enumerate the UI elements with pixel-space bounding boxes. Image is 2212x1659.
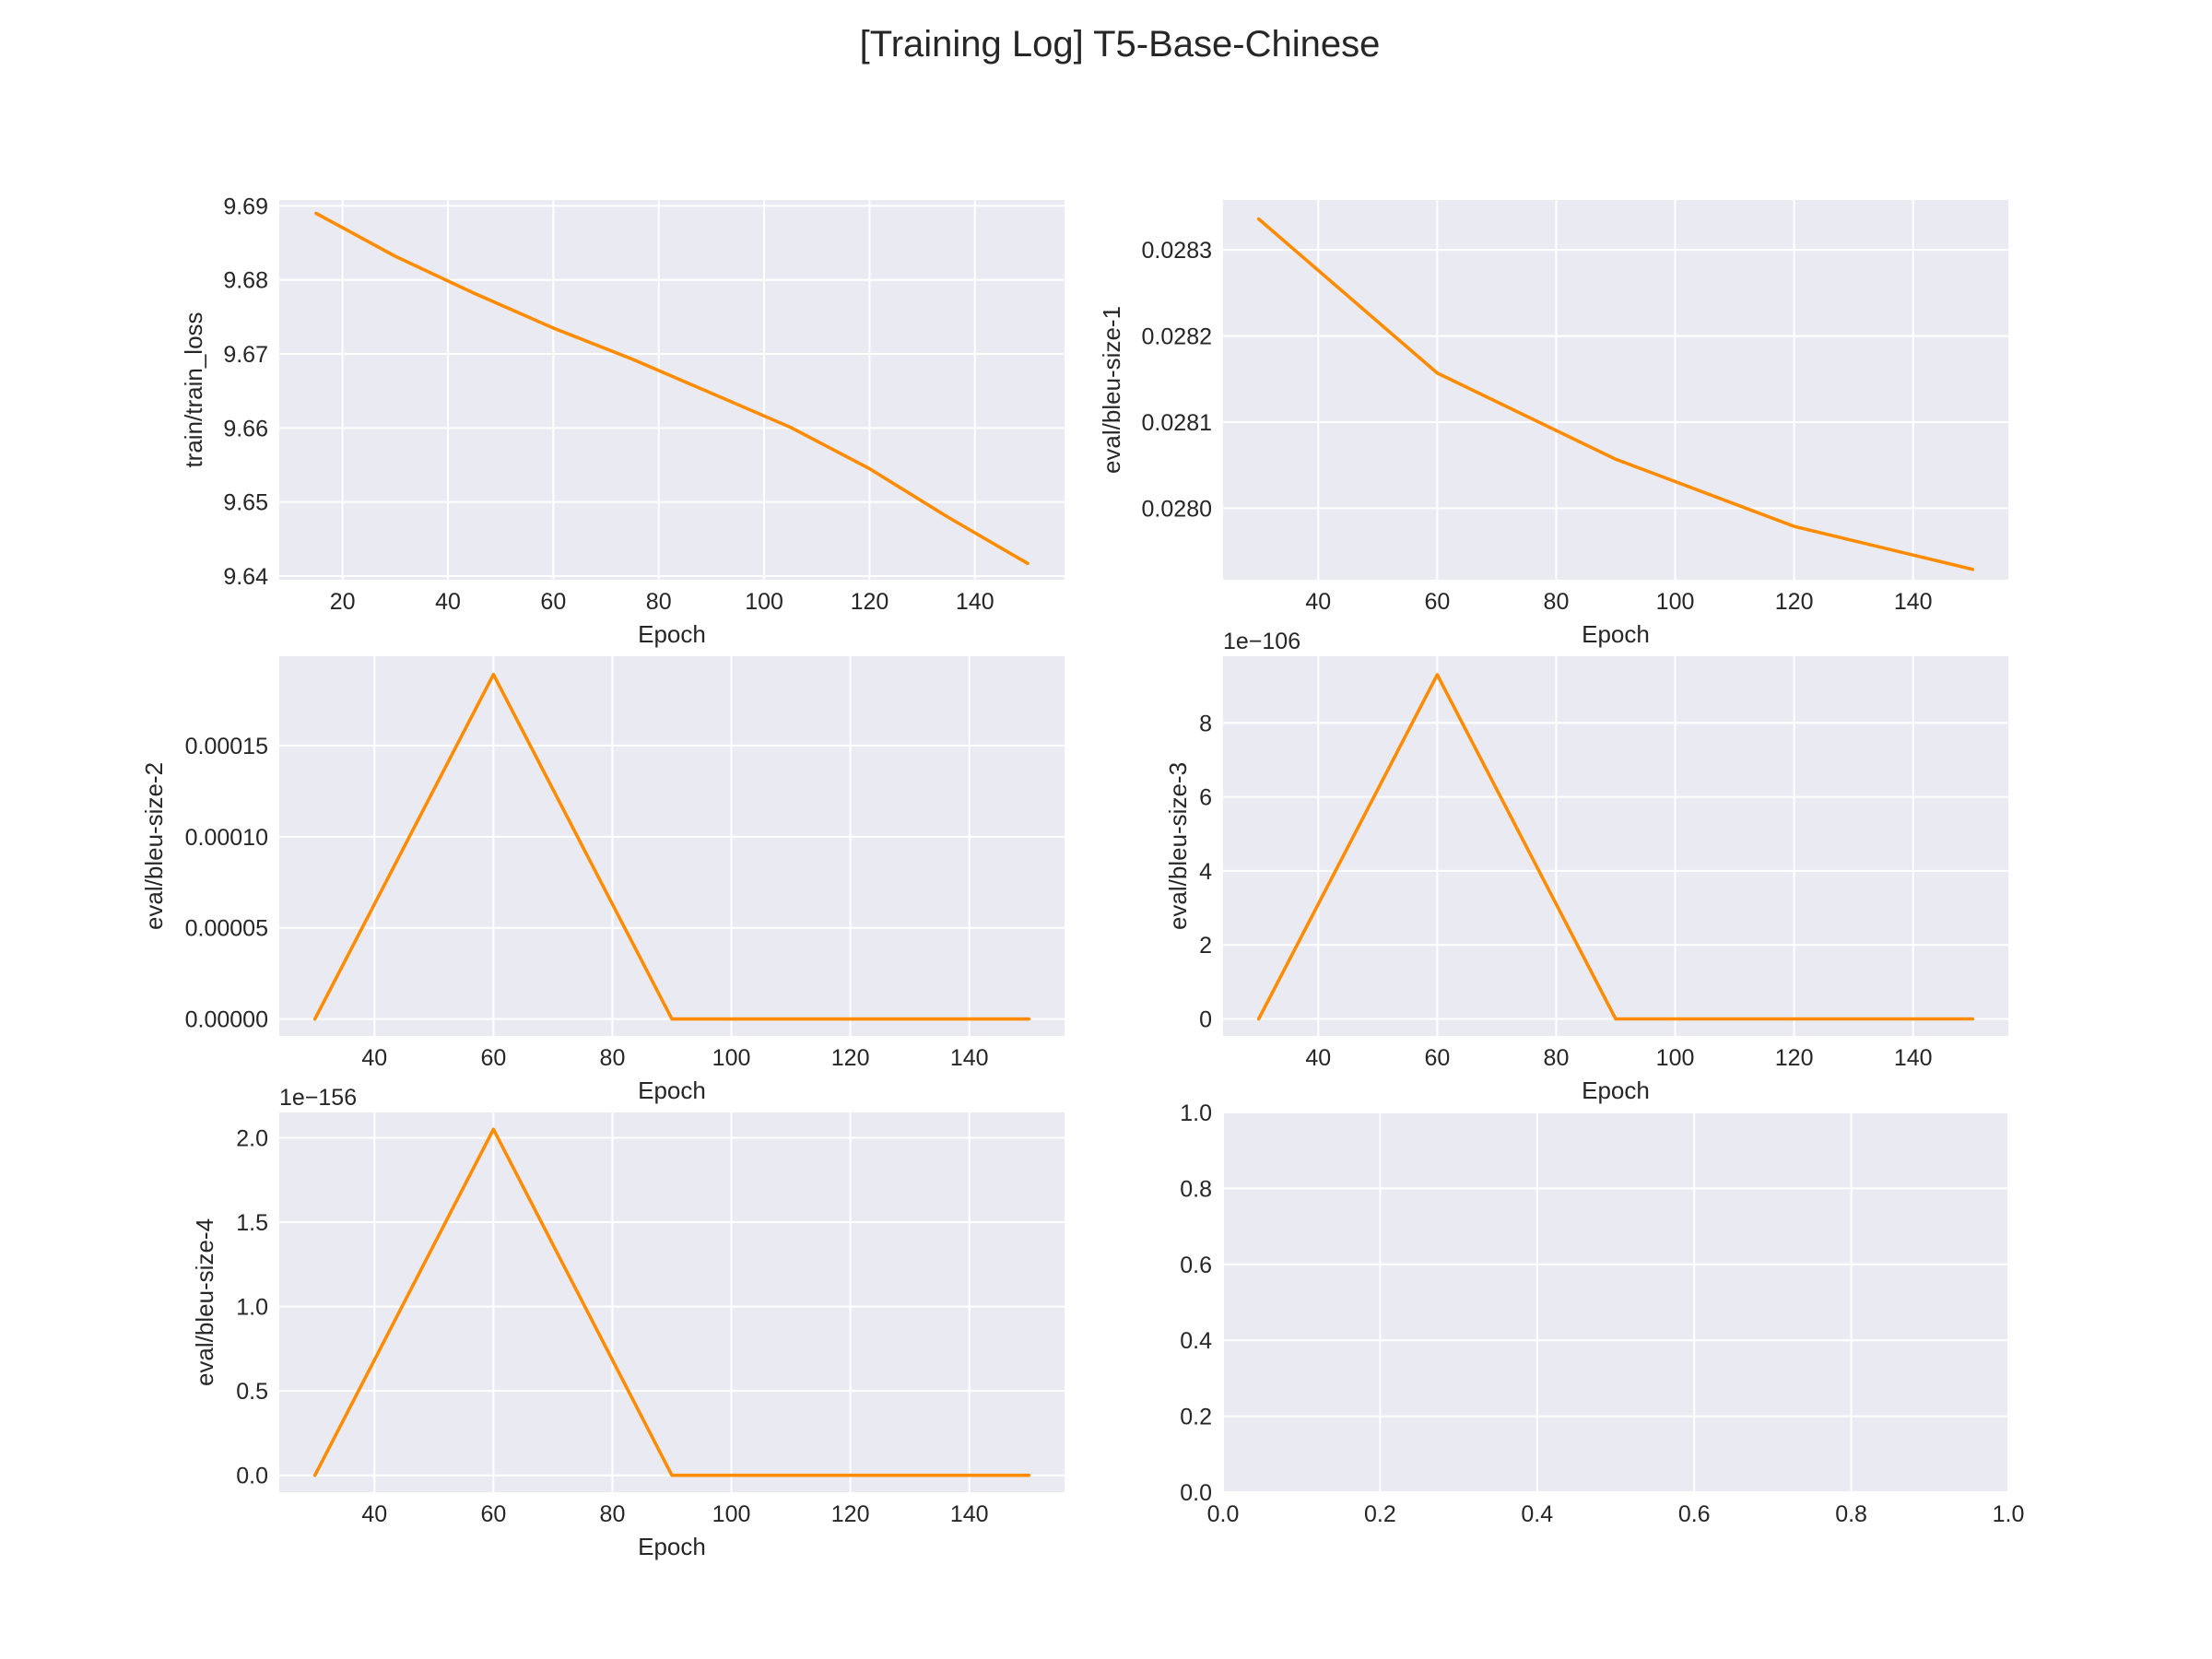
subplot-bleu-size-3: 40 60 80 100 120 140 0 2 4 6 8 Epoch eval/bleu-size-… — [1164, 629, 2008, 1104]
x-tick-label: 40 — [1305, 1045, 1331, 1071]
x-tick-label: 60 — [480, 1045, 506, 1071]
y-offset-label: 1e−106 — [1223, 629, 1300, 654]
y-tick-label: 9.66 — [223, 416, 268, 441]
x-axis-label: Epoch — [638, 1533, 706, 1560]
x-tick-label: 80 — [1544, 1045, 1570, 1071]
y-axis-label: train/train_loss — [180, 312, 207, 467]
x-tick-label: 0.0 — [1207, 1501, 1240, 1527]
x-tick-label: 0.6 — [1678, 1501, 1711, 1527]
subplot-bleu-size-1: 40 60 80 100 120 140 0.0280 0.0281 0.0282 0.0283 E… — [1098, 200, 2008, 648]
y-tick-label: 0.00015 — [185, 734, 268, 759]
x-axis-label: Epoch — [1582, 1077, 1650, 1104]
x-axis-label: Epoch — [638, 1077, 706, 1104]
plot-area — [1223, 656, 2008, 1036]
x-tick-label: 140 — [1894, 1045, 1933, 1071]
y-tick-label: 9.68 — [223, 268, 268, 294]
plot-area — [1223, 200, 2008, 580]
y-axis-label: eval/bleu-size-3 — [1164, 762, 1192, 930]
y-tick-label: 0 — [1199, 1007, 1212, 1033]
y-offset-label: 1e−156 — [279, 1085, 357, 1111]
y-tick-label: 0.00005 — [185, 916, 268, 942]
x-tick-label: 80 — [1544, 589, 1570, 615]
y-axis-label: eval/bleu-size-4 — [191, 1218, 218, 1386]
plot-area — [1223, 1112, 2008, 1492]
y-tick-label: 6 — [1199, 785, 1212, 811]
x-tick-label: 60 — [1424, 1045, 1450, 1071]
x-tick-label: 20 — [330, 589, 356, 615]
y-tick-label: 2.0 — [236, 1125, 268, 1151]
y-tick-label: 2 — [1199, 933, 1212, 959]
x-tick-label: 60 — [480, 1501, 506, 1527]
x-axis-label: Epoch — [1582, 620, 1650, 648]
y-tick-label: 0.0280 — [1142, 496, 1212, 522]
x-tick-label: 100 — [712, 1501, 751, 1527]
y-tick-label: 9.65 — [223, 490, 268, 516]
x-tick-label: 0.8 — [1835, 1501, 1867, 1527]
y-tick-label: 9.64 — [223, 564, 268, 590]
x-tick-label: 80 — [646, 589, 672, 615]
subplot-bleu-size-2: 40 60 80 100 120 140 0.00000 0.00005 0.00010 0.00… — [140, 656, 1065, 1104]
x-tick-label: 100 — [745, 589, 783, 615]
x-tick-label: 120 — [851, 589, 889, 615]
x-tick-label: 120 — [1775, 1045, 1814, 1071]
x-tick-label: 140 — [956, 589, 994, 615]
x-tick-label: 40 — [1305, 589, 1331, 615]
figure-title: [Training Log] T5-Base-Chinese — [859, 24, 1381, 65]
y-tick-label: 0.0281 — [1142, 410, 1212, 436]
x-tick-label: 0.2 — [1364, 1501, 1396, 1527]
x-tick-label: 140 — [950, 1045, 989, 1071]
x-tick-label: 120 — [831, 1045, 870, 1071]
subplot-train-loss: 20 40 60 80 100 120 140 9.64 9.65 9.66 9.67 9.68 9.6… — [180, 194, 1065, 648]
x-tick-label: 80 — [600, 1045, 626, 1071]
y-tick-label: 0.0283 — [1142, 238, 1212, 264]
y-tick-label: 0.0282 — [1142, 324, 1212, 350]
plot-area — [279, 1112, 1065, 1492]
x-axis-label: Epoch — [638, 620, 706, 648]
y-tick-label: 0.0 — [236, 1464, 268, 1489]
x-tick-label: 100 — [1656, 1045, 1695, 1071]
subplot-empty: 0.0 0.2 0.4 0.6 0.8 1.0 0.0 0.2 0.4 0.6 0.8 1.0 — [1180, 1100, 2024, 1527]
x-tick-label: 0.4 — [1521, 1501, 1553, 1527]
subplot-bleu-size-4: 40 60 80 100 120 140 0.0 0.5 1.0 1.5 2.0 Epoch eval/… — [191, 1085, 1065, 1560]
y-tick-label: 9.67 — [223, 342, 268, 368]
y-tick-label: 9.69 — [223, 194, 268, 219]
y-tick-label: 0.6 — [1180, 1253, 1212, 1278]
x-tick-label: 40 — [361, 1045, 387, 1071]
x-tick-label: 140 — [950, 1501, 989, 1527]
x-tick-label: 100 — [1656, 589, 1695, 615]
y-tick-label: 0.5 — [236, 1379, 268, 1405]
x-tick-label: 140 — [1894, 589, 1933, 615]
x-tick-label: 120 — [1775, 589, 1814, 615]
y-tick-label: 8 — [1199, 711, 1212, 736]
y-tick-label: 0.00000 — [185, 1007, 268, 1033]
y-tick-label: 0.00010 — [185, 825, 268, 851]
x-tick-label: 100 — [712, 1045, 751, 1071]
x-tick-label: 1.0 — [1993, 1501, 2025, 1527]
y-tick-label: 0.8 — [1180, 1176, 1212, 1202]
x-tick-label: 40 — [361, 1501, 387, 1527]
y-tick-label: 0.0 — [1180, 1480, 1212, 1506]
y-tick-label: 0.4 — [1180, 1328, 1212, 1354]
series-line — [314, 211, 1030, 566]
plot-area — [279, 656, 1065, 1036]
x-tick-label: 60 — [540, 589, 566, 615]
x-tick-label: 120 — [831, 1501, 870, 1527]
x-tick-label: 40 — [435, 589, 461, 615]
y-tick-label: 1.0 — [236, 1295, 268, 1321]
y-tick-label: 4 — [1199, 859, 1212, 885]
y-tick-label: 1.0 — [1180, 1100, 1212, 1126]
x-tick-label: 80 — [600, 1501, 626, 1527]
y-tick-label: 1.5 — [236, 1210, 268, 1236]
x-tick-label: 60 — [1424, 589, 1450, 615]
y-tick-label: 0.2 — [1180, 1405, 1212, 1430]
y-axis-label: eval/bleu-size-1 — [1098, 306, 1125, 474]
y-axis-label: eval/bleu-size-2 — [140, 762, 168, 930]
